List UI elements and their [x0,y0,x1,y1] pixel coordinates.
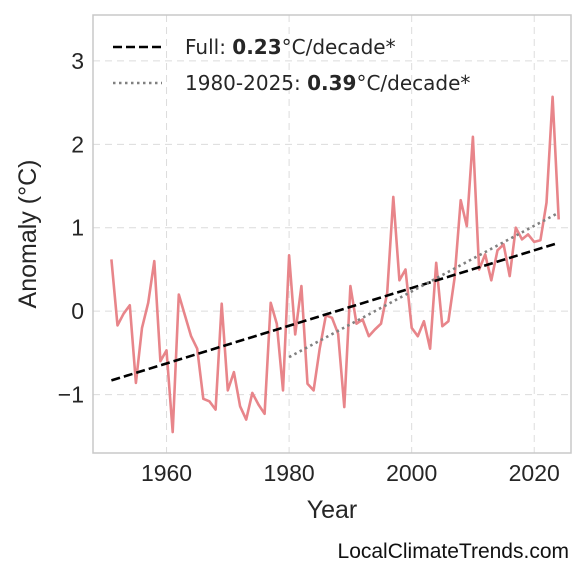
x-tick-label: 2000 [386,460,437,486]
plot-frame [92,14,572,454]
legend-rate-value: 0.39 [307,71,356,95]
plot-series [110,95,560,434]
y-tick-label: −1 [58,382,84,408]
x-tick-label: 1980 [264,460,315,486]
y-tick-label: 1 [71,215,84,241]
gridlines [93,15,571,453]
x-tick-label: 2020 [509,460,560,486]
legend: Full: 0.23°C/decade*1980-2025: 0.39°C/de… [113,35,470,95]
legend-label: Full: 0.23°C/decade* [185,35,396,59]
x-tick-labels: 1960 1980 2000 2020 [141,460,560,486]
watermark: LocalClimateTrends.com [337,540,569,563]
x-tick-label: 1960 [141,460,192,486]
y-tick-label: 2 [71,131,84,157]
legend-prefix: Full: [185,35,232,59]
y-axis-title: Anomaly (°C) [14,160,42,309]
legend-prefix: 1980-2025: [185,71,307,95]
y-tick-labels: −1 0 1 2 3 [58,48,84,408]
y-tick-label: 3 [71,48,84,74]
legend-suffix: °C/decade* [282,35,396,59]
legend-suffix: °C/decade* [356,71,470,95]
y-tick-label: 0 [71,298,84,324]
legend-label: 1980-2025: 0.39°C/decade* [185,71,470,95]
legend-rate-value: 0.23 [232,35,281,59]
anomaly-series-line [110,95,560,434]
x-axis-title: Year [307,496,358,524]
